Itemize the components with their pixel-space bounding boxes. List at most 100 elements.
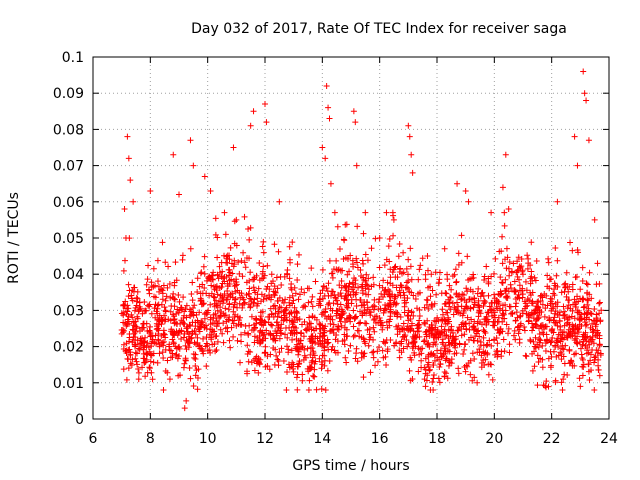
data-point: [481, 273, 488, 280]
data-point: [276, 335, 283, 342]
data-point: [231, 283, 238, 290]
data-point: [453, 278, 460, 285]
data-point: [301, 352, 308, 359]
data-point: [543, 331, 550, 338]
data-point: [442, 357, 449, 364]
data-point: [221, 252, 228, 259]
data-point: [545, 255, 552, 262]
data-point: [425, 359, 432, 366]
data-point: [268, 280, 275, 287]
data-point: [223, 318, 230, 325]
data-point: [358, 283, 365, 290]
data-point: [367, 369, 374, 376]
data-point: [229, 290, 236, 297]
data-point: [152, 314, 159, 321]
data-point: [353, 255, 360, 262]
data-point: [362, 320, 369, 327]
data-point: [178, 335, 185, 342]
data-point: [231, 296, 238, 303]
data-point: [376, 344, 383, 351]
data-point: [576, 321, 583, 328]
data-point: [216, 314, 223, 321]
data-point: [197, 295, 204, 302]
data-point: [124, 308, 131, 315]
data-point: [534, 303, 541, 310]
data-point: [527, 338, 534, 345]
data-point: [379, 326, 386, 333]
data-point: [148, 310, 155, 317]
data-point: [458, 296, 465, 303]
data-point: [186, 365, 193, 372]
data-point: [422, 271, 429, 278]
data-point: [506, 303, 513, 310]
data-point: [480, 302, 487, 309]
data-point: [220, 297, 227, 304]
x-tick-label: 22: [543, 431, 561, 447]
data-point: [398, 282, 405, 289]
data-point: [122, 235, 129, 241]
data-point: [290, 361, 297, 368]
data-point: [381, 287, 388, 294]
data-point: [552, 377, 559, 384]
data-point: [170, 151, 177, 158]
data-point: [417, 262, 424, 269]
data-point: [381, 262, 388, 269]
data-point: [169, 350, 176, 357]
data-point: [154, 325, 161, 332]
data-point: [372, 235, 379, 242]
data-point: [396, 340, 403, 347]
data-point: [208, 276, 215, 283]
data-point: [162, 307, 169, 314]
data-point: [232, 296, 239, 303]
data-point: [284, 343, 291, 350]
data-point: [484, 309, 491, 316]
data-point: [431, 357, 438, 364]
data-point: [325, 280, 332, 287]
data-point: [480, 342, 487, 349]
data-point: [461, 331, 468, 338]
y-tick-label: 0.02: [53, 340, 84, 356]
data-point: [410, 312, 417, 319]
data-point: [323, 82, 330, 89]
data-point: [430, 375, 437, 382]
data-point: [341, 341, 348, 348]
data-point: [529, 327, 536, 334]
data-point: [519, 291, 526, 298]
data-point: [373, 313, 380, 320]
data-point: [588, 295, 595, 302]
data-point: [145, 262, 152, 269]
data-point: [232, 288, 239, 295]
data-point: [422, 383, 429, 390]
data-point: [148, 333, 155, 340]
data-point: [449, 300, 456, 307]
data-point: [589, 336, 596, 343]
data-point: [422, 366, 429, 373]
data-point: [364, 257, 371, 264]
data-point: [567, 239, 574, 246]
data-point: [319, 322, 326, 329]
data-point: [188, 334, 195, 341]
data-point: [133, 323, 140, 330]
data-point: [594, 327, 601, 334]
data-point: [311, 352, 318, 359]
data-point: [466, 326, 473, 333]
data-point: [214, 291, 221, 298]
data-point: [591, 359, 598, 366]
data-point: [334, 267, 341, 274]
data-point: [321, 337, 328, 344]
data-point: [556, 309, 563, 316]
data-point: [407, 315, 414, 322]
data-point: [160, 342, 167, 349]
data-point: [506, 349, 513, 356]
data-point: [579, 278, 586, 285]
data-point: [166, 341, 173, 348]
data-point: [404, 343, 411, 350]
data-point: [132, 349, 139, 356]
data-point: [490, 322, 497, 329]
data-point: [366, 331, 373, 338]
data-point: [357, 297, 364, 304]
data-point: [143, 350, 150, 357]
data-point: [120, 267, 127, 274]
data-point: [309, 345, 316, 352]
data-point: [508, 285, 515, 292]
